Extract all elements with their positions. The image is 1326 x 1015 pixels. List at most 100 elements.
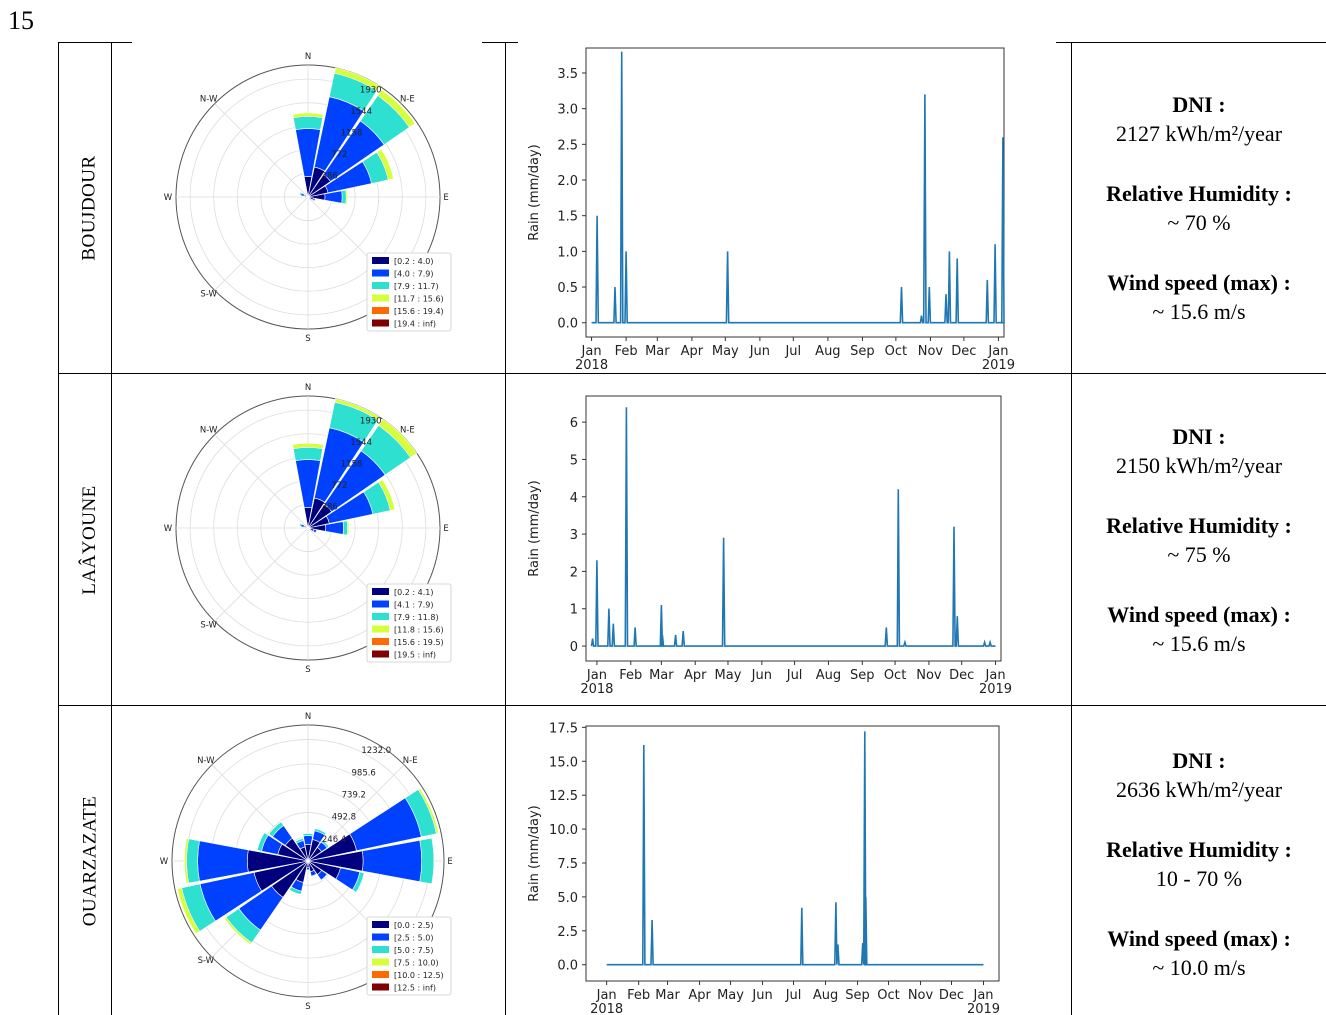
table-col-border-0 <box>58 42 59 1015</box>
wind-speed-label: Wind speed (max) : <box>1107 270 1291 295</box>
rose-compass-label-n-w: N-W <box>200 426 218 436</box>
humidity-label: Relative Humidity : <box>1106 837 1292 862</box>
rose-legend-swatch <box>372 282 389 289</box>
rose-sector-segment <box>377 89 416 128</box>
x-tick-label: Nov <box>918 344 944 359</box>
dni-value: 2636 kWh/m²/year <box>1115 777 1283 802</box>
x-tick-label: Nov <box>916 668 942 683</box>
rose-legend-label: [0.2 : 4.0) <box>394 257 433 266</box>
y-tick-label: 4 <box>570 491 578 506</box>
plot-frame <box>585 395 1002 662</box>
x-tick-label: Mar <box>649 668 674 683</box>
y-tick-label: 1.5 <box>557 210 578 225</box>
rain-chart-laayoune: 0 1 2 3 4 5 6 Jan Feb Mar Apr May Jun Jul Aug Sep Oct Nov… <box>527 395 1012 697</box>
x-tick-label: Jul <box>784 344 801 359</box>
rose-ring-label: 1158 <box>341 459 363 469</box>
table-top-rule-right <box>1056 42 1326 43</box>
rose-sector-segment <box>309 869 317 877</box>
y-tick-label: 17.5 <box>549 721 578 736</box>
rose-legend-swatch <box>372 257 389 264</box>
rose-grid-spoke <box>214 434 309 529</box>
row-divider-2 <box>58 705 1326 706</box>
rose-compass-label-s: S <box>305 1002 310 1012</box>
rose-sector-segment <box>268 821 285 838</box>
y-tick-label: 0.0 <box>557 317 578 332</box>
rose-sector-segment <box>316 869 328 881</box>
rose-sector-segment <box>314 828 327 836</box>
x-tick-label: Aug <box>816 668 841 683</box>
dni-label: DNI : <box>1172 92 1226 117</box>
rose-sector-segment <box>313 198 317 202</box>
rose-sector-segment <box>292 442 324 449</box>
rain-series-line <box>591 51 1005 324</box>
rose-compass-label-s: S <box>305 334 310 344</box>
x-tick-label: Jun <box>751 668 772 683</box>
x-year-label: 2019 <box>979 682 1012 697</box>
rose-legend-label: [11.7 : 15.6) <box>394 295 444 304</box>
x-tick-label: Feb <box>619 668 642 683</box>
y-tick-label: 5 <box>570 453 578 468</box>
x-tick-label: Jan <box>985 668 1006 683</box>
y-tick-label: 2.5 <box>557 925 578 940</box>
rose-legend-label: [0.2 : 4.1) <box>394 588 433 597</box>
rose-legend-label: [7.9 : 11.8) <box>394 613 439 622</box>
y-tick-label: 3.5 <box>557 67 578 82</box>
rose-sector-segment <box>292 446 324 462</box>
rose-legend-swatch <box>372 958 389 966</box>
rose-sector-segment <box>223 916 253 946</box>
rose-legend-swatch <box>372 294 389 302</box>
rose-sector-segment <box>305 192 308 196</box>
rose-compass-label-n: N <box>305 383 311 393</box>
info-boujdour: DNI : 2127 kWh/m²/year Relative Humidity… <box>1072 90 1326 326</box>
rose-ring-label: 772 <box>331 481 347 491</box>
info-laayoune: DNI : 2150 kWh/m²/year Relative Humidity… <box>1072 422 1326 658</box>
rose-compass-label-w: W <box>160 857 169 867</box>
humidity-label: Relative Humidity : <box>1106 513 1292 538</box>
rose-compass-label-s-w: S-W <box>200 620 217 630</box>
x-tick-label: Mar <box>645 344 670 359</box>
rose-legend-swatch <box>372 921 389 928</box>
rose-legend-swatch <box>372 638 389 645</box>
y-tick-label: 10.0 <box>549 823 578 838</box>
dni-value: 2150 kWh/m²/year <box>1115 453 1283 478</box>
y-tick-label: 6 <box>570 416 578 431</box>
x-tick-label: Aug <box>813 988 838 1003</box>
rose-ring-label: 739.2 <box>342 790 366 800</box>
rose-compass-label-s-w: S-W <box>200 289 217 299</box>
rose-sector-segment <box>302 833 314 837</box>
rain-chart-boujdour: 0.0 0.5 1.0 1.5 2.0 2.5 3.0 3.5 Jan Feb Mar Apr May J… <box>527 47 1015 373</box>
rose-compass-label-n-e: N-E <box>403 756 418 766</box>
rose-grid-spoke <box>214 103 309 198</box>
rose-sector-segment <box>292 112 324 118</box>
rose-legend-swatch <box>372 307 389 314</box>
rose-legend-swatch <box>372 625 389 633</box>
rose-legend-label: [4.1 : 7.9) <box>394 601 433 610</box>
x-tick-label: May <box>715 668 742 683</box>
dni-label: DNI : <box>1172 748 1226 773</box>
site-name-boujdour: BOUJDOUR <box>79 154 101 261</box>
rose-ring-label: 772 <box>331 150 347 160</box>
page-number: 15 <box>8 6 34 35</box>
x-year-label: 2019 <box>967 1002 1000 1015</box>
rose-sector-segment <box>341 189 347 205</box>
rose-compass-label-n: N <box>305 712 311 722</box>
rose-legend-label: [7.9 : 11.7) <box>394 282 439 291</box>
rose-grid-spoke <box>214 196 309 291</box>
rose-legend-label: [4.0 : 7.9) <box>394 270 433 279</box>
rose-sector-segment <box>294 837 304 844</box>
rose-sector-segment <box>376 148 394 181</box>
rose-ring-label: 246.4 <box>322 835 346 845</box>
rose-legend-label: [15.6 : 19.4) <box>394 307 444 316</box>
y-tick-label: 0.0 <box>557 959 578 974</box>
dni-label: DNI : <box>1172 424 1226 449</box>
rose-legend-label: [0.0 : 2.5) <box>394 921 433 930</box>
site-name-ouarzazate: OUARZAZATE <box>79 795 101 926</box>
site-name-laayoune: LAÂYOUNE <box>79 484 101 595</box>
rose-legend-label: [5.0 : 7.5) <box>394 946 433 955</box>
rose-sector-segment <box>320 839 330 849</box>
y-tick-label: 2.5 <box>557 138 578 153</box>
wind-speed-value: ~ 15.6 m/s <box>1152 299 1246 324</box>
x-tick-label: Jan <box>581 344 602 359</box>
rose-sector-segment <box>334 398 381 421</box>
y-tick-label: 0 <box>570 640 578 655</box>
